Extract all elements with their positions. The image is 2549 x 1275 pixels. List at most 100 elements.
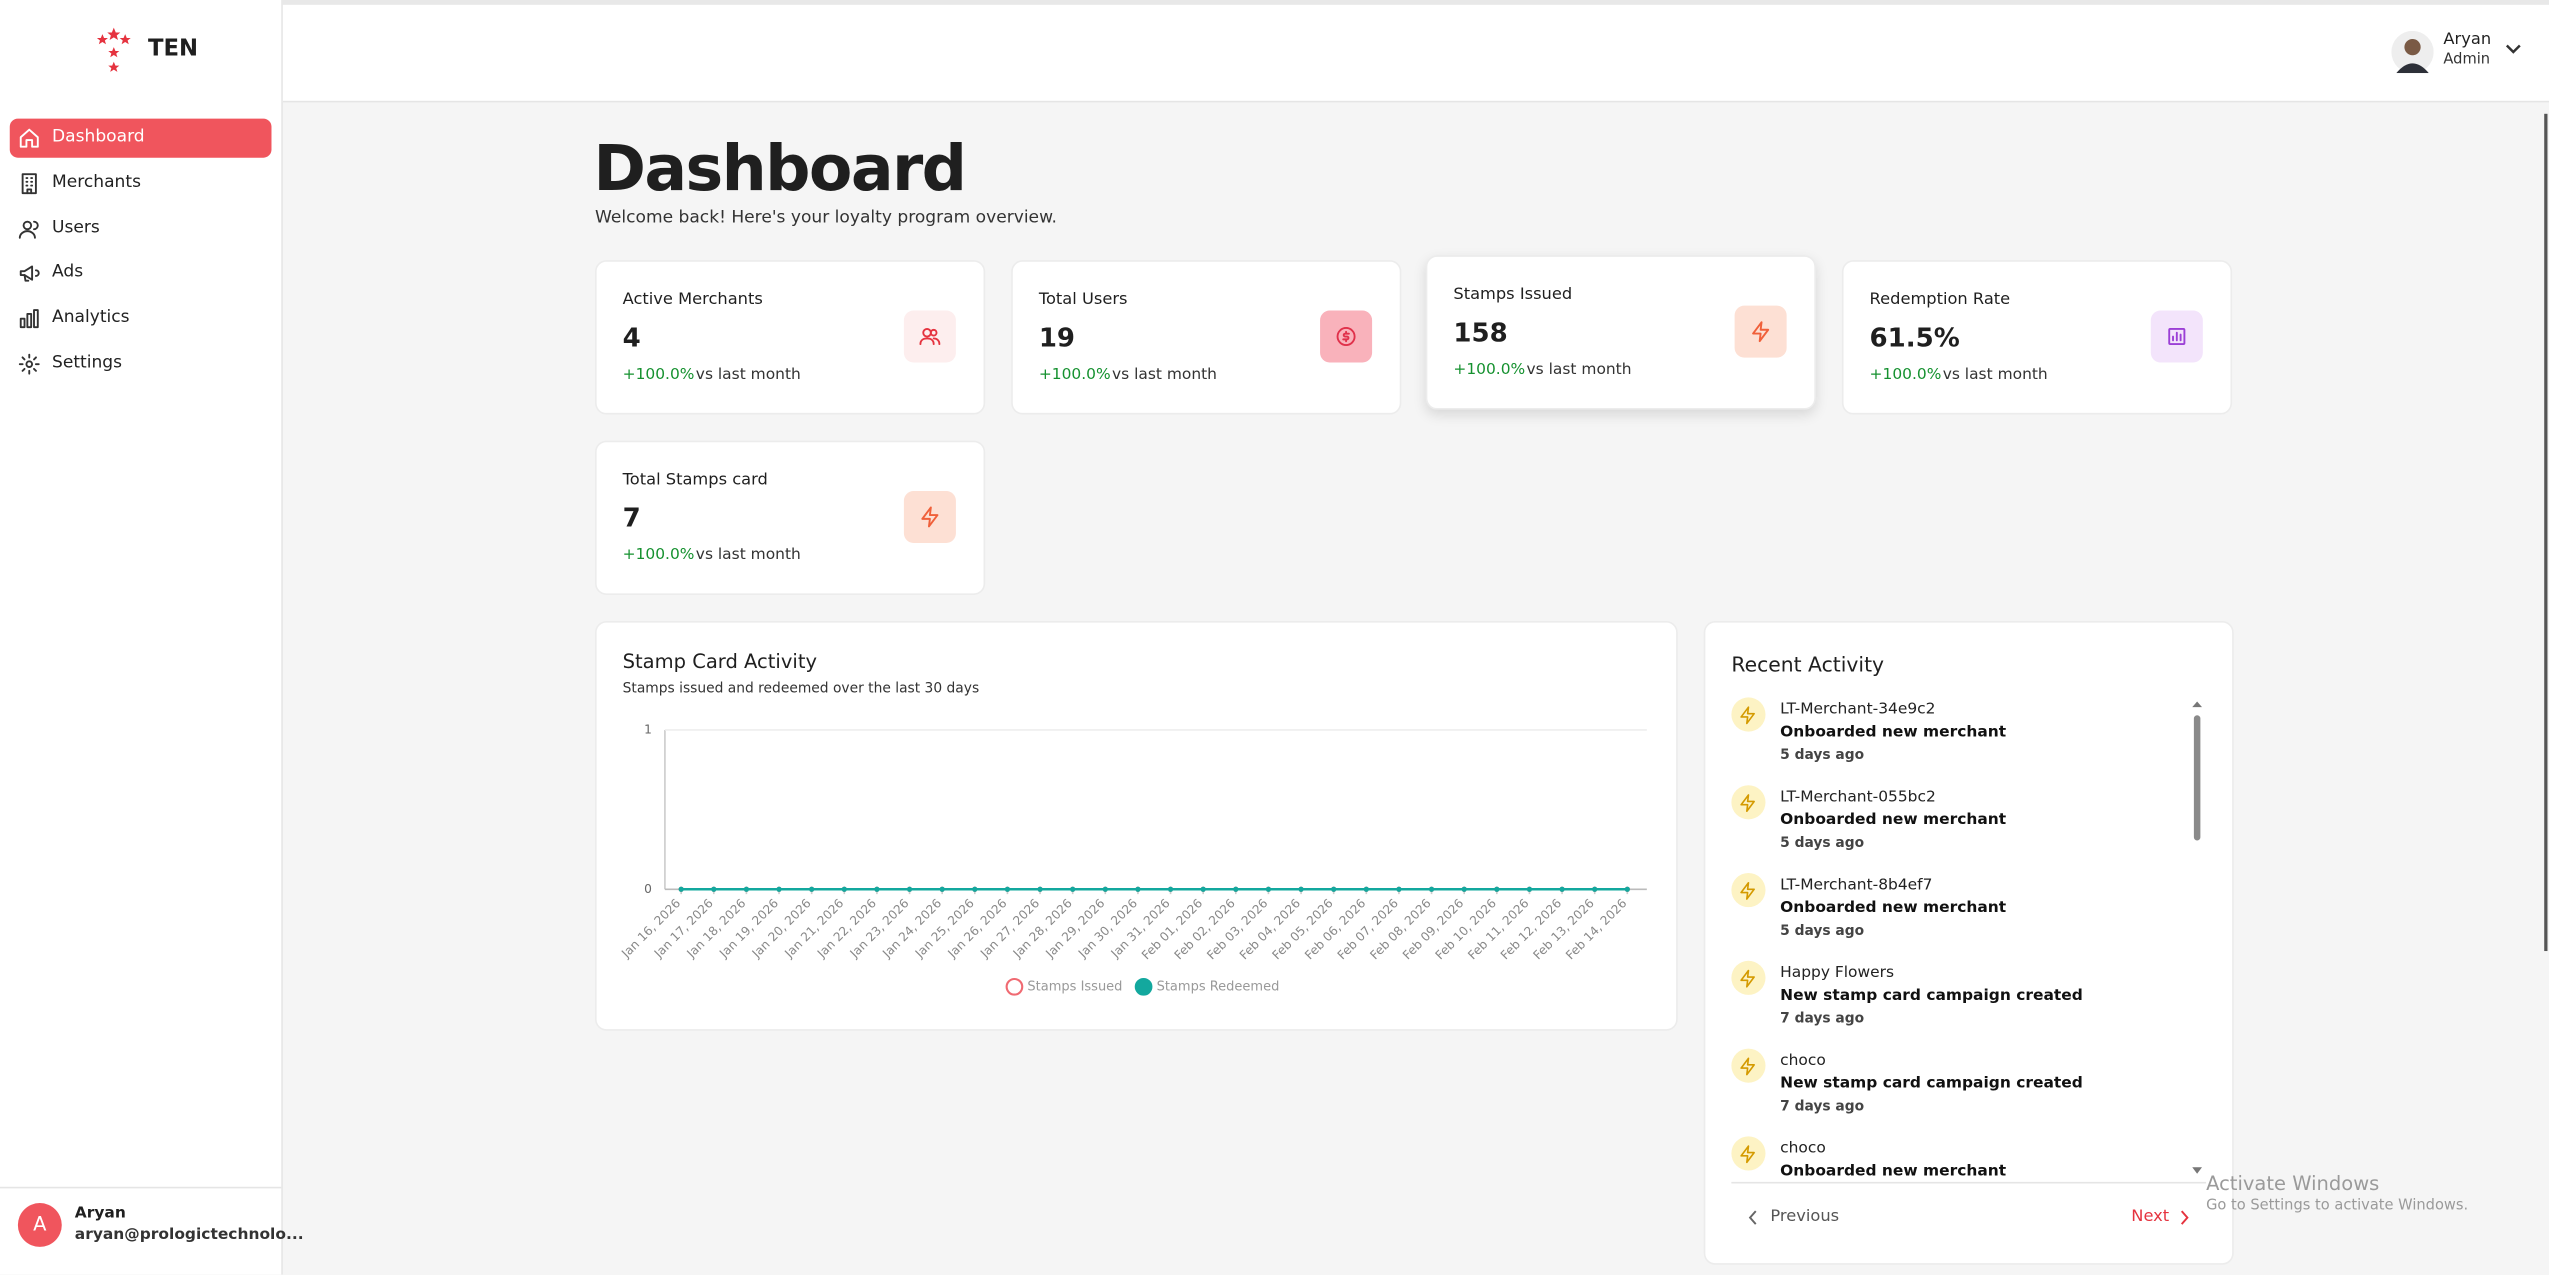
- previous-button[interactable]: Previous: [1770, 1207, 1840, 1226]
- stat-icon: [1320, 310, 1373, 363]
- point: [776, 886, 782, 892]
- point: [1167, 886, 1174, 892]
- activity-icon: [1731, 873, 1766, 908]
- stat-label: Active Merchants: [622, 291, 763, 309]
- point: [1070, 886, 1076, 892]
- activity-item: LT-Merchant-34e9c2 Onboarded new merchant…: [1705, 697, 2193, 778]
- activity-icon: [1731, 960, 1766, 995]
- nav-label: Dashboard: [52, 126, 145, 147]
- stat-card: Stamps Issued 158 +100.0% vs last month: [1425, 255, 1816, 410]
- stat-icon-glyph: [1336, 327, 1356, 347]
- dropdown-chevron[interactable]: [2505, 44, 2521, 57]
- activity-name: Happy Flowers: [1780, 964, 1895, 982]
- stat-icon-glyph: [919, 327, 941, 346]
- activity-icon: [1731, 785, 1766, 820]
- page-scrollbar[interactable]: [2544, 113, 2548, 952]
- nav-icon: [19, 309, 39, 329]
- activity-time: 5 days ago: [1780, 923, 1865, 940]
- user-name: Aryan: [74, 1204, 126, 1223]
- stat-note: vs last month: [1111, 365, 1217, 384]
- nav-item[interactable]: Users: [10, 209, 272, 248]
- point: [1494, 886, 1500, 892]
- stat-card: Total Users 19 +100.0% vs last month: [1011, 260, 1402, 415]
- stat-label: Total Stamps card: [622, 471, 768, 490]
- stat-card: Active Merchants 4 +100.0% vs last month: [595, 260, 986, 415]
- activity-icon-glyph: [1740, 969, 1755, 988]
- legend-marker: [1134, 977, 1153, 996]
- activity-action: Onboarded new merchant: [1780, 811, 2007, 830]
- nav-item[interactable]: Ads: [10, 254, 272, 293]
- nav-item[interactable]: Settings: [10, 345, 272, 384]
- nav-icon: [19, 128, 39, 148]
- point: [809, 886, 815, 892]
- prev-icon: [1748, 1210, 1757, 1225]
- stat-card: Redemption Rate 61.5% +100.0% vs last month: [1841, 260, 2233, 415]
- nav-label: Analytics: [52, 307, 130, 328]
- activity-icon: [1731, 1048, 1766, 1083]
- point: [874, 886, 880, 892]
- nav-icon: [18, 353, 40, 375]
- point: [1135, 886, 1141, 892]
- activity-name: choco: [1780, 1139, 1826, 1158]
- logo: [96, 27, 131, 72]
- nav-item[interactable]: Dashboard: [9, 118, 272, 158]
- divider: [0, 1186, 282, 1189]
- activity-action: New stamp card campaign created: [1780, 986, 2083, 1005]
- activity-name: LT-Merchant-8b4ef7: [1780, 876, 1933, 895]
- activity-icon-glyph: [1740, 706, 1755, 725]
- activity-item: LT-Merchant-055bc2 Onboarded new merchant…: [1705, 785, 2193, 866]
- activity-scrollbar[interactable]: [2190, 699, 2205, 1177]
- stat-label: Redemption Rate: [1869, 291, 2011, 309]
- stat-note: vs last month: [695, 546, 801, 565]
- nav-label: Users: [52, 217, 100, 237]
- point: [1102, 886, 1108, 892]
- stat-change: +100.0%: [1038, 365, 1111, 384]
- point: [1559, 886, 1565, 892]
- next-icon: [2180, 1210, 2189, 1225]
- header-role: Admin: [2443, 52, 2491, 69]
- point: [1624, 886, 1630, 892]
- point: [1363, 886, 1369, 892]
- activity-action: Onboarded new merchant: [1780, 723, 2007, 742]
- nav-icon: [19, 266, 40, 283]
- point: [1298, 886, 1304, 892]
- nav-item[interactable]: Analytics: [10, 299, 272, 338]
- nav-icon: [21, 172, 37, 194]
- activity-item: LT-Merchant-8b4ef7 Onboarded new merchant…: [1705, 873, 2193, 954]
- stat-value: 61.5%: [1869, 321, 1960, 353]
- activity-icon: [1731, 697, 1766, 732]
- activity-time: 5 days ago: [1780, 835, 1865, 852]
- page-subtitle: Welcome back! Here's your loyalty progra…: [595, 208, 1057, 228]
- point: [1331, 886, 1337, 892]
- sidebar: TEN Dashboard Merchants Users Ads Analytics S…: [0, 0, 304, 1275]
- stat-icon: [1734, 305, 1787, 358]
- nav-label: Merchants: [52, 171, 141, 192]
- stat-card: Total Stamps card 7 +100.0% vs last month: [595, 440, 986, 596]
- point: [939, 886, 945, 892]
- activity-name: choco: [1780, 1051, 1826, 1070]
- point: [1592, 886, 1598, 892]
- y-tick-label: 1: [644, 722, 652, 736]
- next-button[interactable]: Next: [2131, 1207, 2170, 1226]
- chart-card: Stamp Card Activity Stamps issued and re…: [595, 621, 1678, 1031]
- nav-icon: [18, 220, 39, 239]
- stat-value: 4: [622, 321, 641, 353]
- activity-action: Onboarded new merchant: [1780, 899, 2007, 917]
- point: [972, 886, 978, 892]
- point: [678, 886, 684, 892]
- point: [1037, 886, 1043, 892]
- point: [1526, 886, 1533, 892]
- activity-item: choco New stamp card campaign created 7 da…: [1705, 1048, 2193, 1130]
- stat-note: vs last month: [1526, 360, 1632, 379]
- user-avatar[interactable]: A: [17, 1203, 62, 1247]
- activity-icon-glyph: [1740, 1057, 1755, 1076]
- nav-item[interactable]: Merchants: [10, 164, 272, 203]
- stat-icon: [903, 490, 956, 543]
- point: [906, 886, 913, 892]
- activity-icon-glyph: [1740, 794, 1755, 813]
- nav-label: Ads: [52, 262, 84, 282]
- profile-photo[interactable]: [2391, 30, 2434, 74]
- point: [1461, 886, 1467, 892]
- brand: TEN: [147, 35, 199, 62]
